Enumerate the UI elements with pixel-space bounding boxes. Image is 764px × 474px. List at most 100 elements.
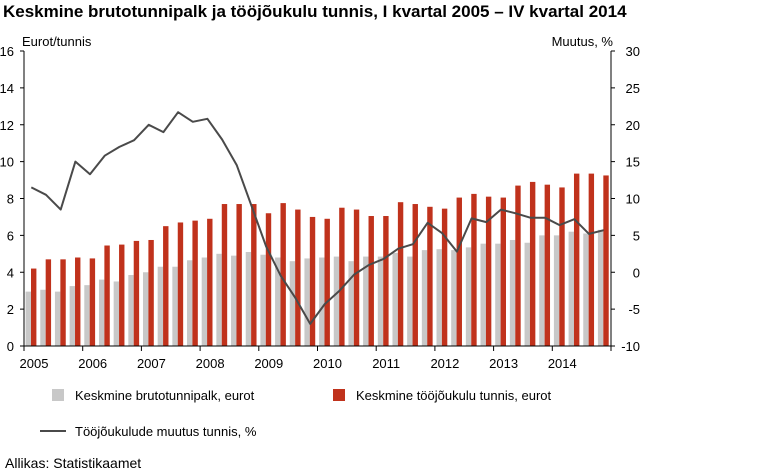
bar-toojoukulu	[573, 173, 580, 346]
bar-toojoukulu	[456, 197, 462, 346]
chart-title: Keskmine brutotunnipalk ja tööjõukulu tu…	[3, 2, 627, 21]
legend-swatch-toojoukulu	[333, 389, 345, 401]
bar-brutotunnipalk	[377, 256, 384, 346]
x-tick-label: 2009	[254, 356, 283, 371]
bar-brutotunnipalk	[245, 251, 252, 346]
bar-toojoukulu	[207, 218, 213, 346]
bar-toojoukulu	[412, 204, 418, 346]
legend-label-brutotunnipalk: Keskmine brutotunnipalk, eurot	[75, 388, 255, 403]
bar-toojoukulu	[251, 204, 257, 346]
bar-toojoukulu	[603, 175, 609, 346]
bar-brutotunnipalk	[187, 260, 193, 346]
left-tick-label: 12	[0, 118, 14, 133]
bar-brutotunnipalk	[275, 257, 281, 346]
left-tick-label: 4	[7, 265, 14, 280]
left-tick-label: 0	[7, 339, 14, 354]
source-note: Allikas: Statistikaamet	[5, 455, 141, 471]
bar-toojoukulu	[295, 209, 301, 346]
left-tick-label: 10	[0, 155, 14, 170]
bar-toojoukulu	[471, 193, 477, 346]
bar-toojoukulu	[45, 259, 52, 346]
x-tick-label: 2014	[548, 356, 577, 371]
bar-brutotunnipalk	[304, 258, 310, 346]
right-tick-label: 25	[626, 81, 640, 96]
bar-toojoukulu	[559, 187, 565, 346]
x-tick-label: 2013	[489, 356, 518, 371]
bar-toojoukulu	[221, 204, 228, 346]
bar-toojoukulu	[500, 197, 506, 346]
left-axis-unit: Eurot/tunnis	[22, 34, 92, 49]
bar-toojoukulu	[309, 216, 316, 346]
bar-brutotunnipalk	[143, 272, 149, 346]
left-tick-label: 8	[7, 192, 14, 207]
bar-toojoukulu	[60, 259, 66, 346]
bar-brutotunnipalk	[421, 250, 428, 346]
bar-brutotunnipalk	[40, 289, 46, 346]
bar-brutotunnipalk	[568, 231, 574, 346]
bar-brutotunnipalk	[333, 256, 340, 346]
x-tick-label: 2006	[78, 356, 107, 371]
bar-brutotunnipalk	[201, 257, 208, 346]
bar-brutotunnipalk	[436, 249, 442, 346]
bar-brutotunnipalk	[495, 243, 501, 346]
right-tick-label: 30	[626, 44, 640, 59]
right-axis-unit: Muutus, %	[552, 34, 614, 49]
legend-swatch-brutotunnipalk	[52, 389, 64, 401]
bar-toojoukulu	[236, 204, 242, 346]
bar-toojoukulu	[383, 216, 389, 346]
bar-toojoukulu	[31, 268, 37, 346]
bar-brutotunnipalk	[25, 291, 31, 346]
right-tick-label: -5	[628, 302, 640, 317]
bar-toojoukulu	[397, 202, 404, 346]
right-tick-label: 10	[626, 192, 640, 207]
bar-toojoukulu	[339, 207, 345, 346]
bar-toojoukulu	[368, 216, 374, 346]
bar-toojoukulu	[485, 196, 492, 346]
bar-toojoukulu	[427, 206, 433, 346]
x-tick-label: 2005	[20, 356, 49, 371]
bar-toojoukulu	[148, 239, 154, 346]
left-tick-label: 16	[0, 44, 14, 59]
right-tick-label: 5	[633, 228, 640, 243]
legend-label-toojoukulu: Keskmine tööjõukulu tunnis, eurot	[356, 388, 552, 403]
bar-toojoukulu	[192, 220, 198, 346]
bar-toojoukulu	[544, 184, 551, 346]
bar-brutotunnipalk	[113, 281, 120, 346]
bar-brutotunnipalk	[157, 266, 164, 346]
bar-brutotunnipalk	[553, 235, 560, 346]
bar-toojoukulu	[89, 258, 96, 346]
axes-group	[23, 51, 612, 347]
bar-brutotunnipalk	[539, 235, 545, 346]
ticks-group: 0 2 4 6 8 10 12 14 16 -10 -5 0 5 10 15 20 25 30 2005 2006 20…	[0, 44, 640, 371]
legend-label-muutus: Tööjõukulude muutus tunnis, %	[75, 424, 257, 439]
x-tick-label: 2012	[430, 356, 459, 371]
bar-toojoukulu	[104, 245, 110, 346]
bar-brutotunnipalk	[480, 243, 486, 346]
bar-brutotunnipalk	[216, 253, 222, 346]
bar-brutotunnipalk	[128, 275, 134, 346]
bar-brutotunnipalk	[583, 233, 589, 346]
bar-brutotunnipalk	[172, 266, 178, 346]
left-tick-label: 2	[7, 302, 14, 317]
bar-brutotunnipalk	[509, 239, 516, 346]
right-tick-label: 15	[626, 155, 640, 170]
bar-brutotunnipalk	[231, 255, 237, 346]
right-tick-label: -10	[621, 339, 640, 354]
bar-brutotunnipalk	[260, 254, 266, 346]
line-group	[30, 111, 604, 325]
bars-group	[25, 173, 609, 346]
legend: Keskmine brutotunnipalk, eurot Keskmine …	[40, 388, 552, 439]
bar-toojoukulu	[353, 209, 360, 346]
bar-toojoukulu	[177, 222, 184, 346]
x-tick-label: 2011	[372, 356, 400, 371]
x-tick-label: 2007	[137, 356, 166, 371]
x-tick-label: 2008	[196, 356, 225, 371]
bar-brutotunnipalk	[465, 247, 472, 346]
line-muutus	[30, 111, 604, 325]
bar-brutotunnipalk	[524, 242, 530, 346]
bar-brutotunnipalk	[597, 229, 604, 346]
bar-toojoukulu	[324, 218, 330, 346]
bar-brutotunnipalk	[392, 252, 398, 346]
bar-toojoukulu	[133, 240, 140, 346]
